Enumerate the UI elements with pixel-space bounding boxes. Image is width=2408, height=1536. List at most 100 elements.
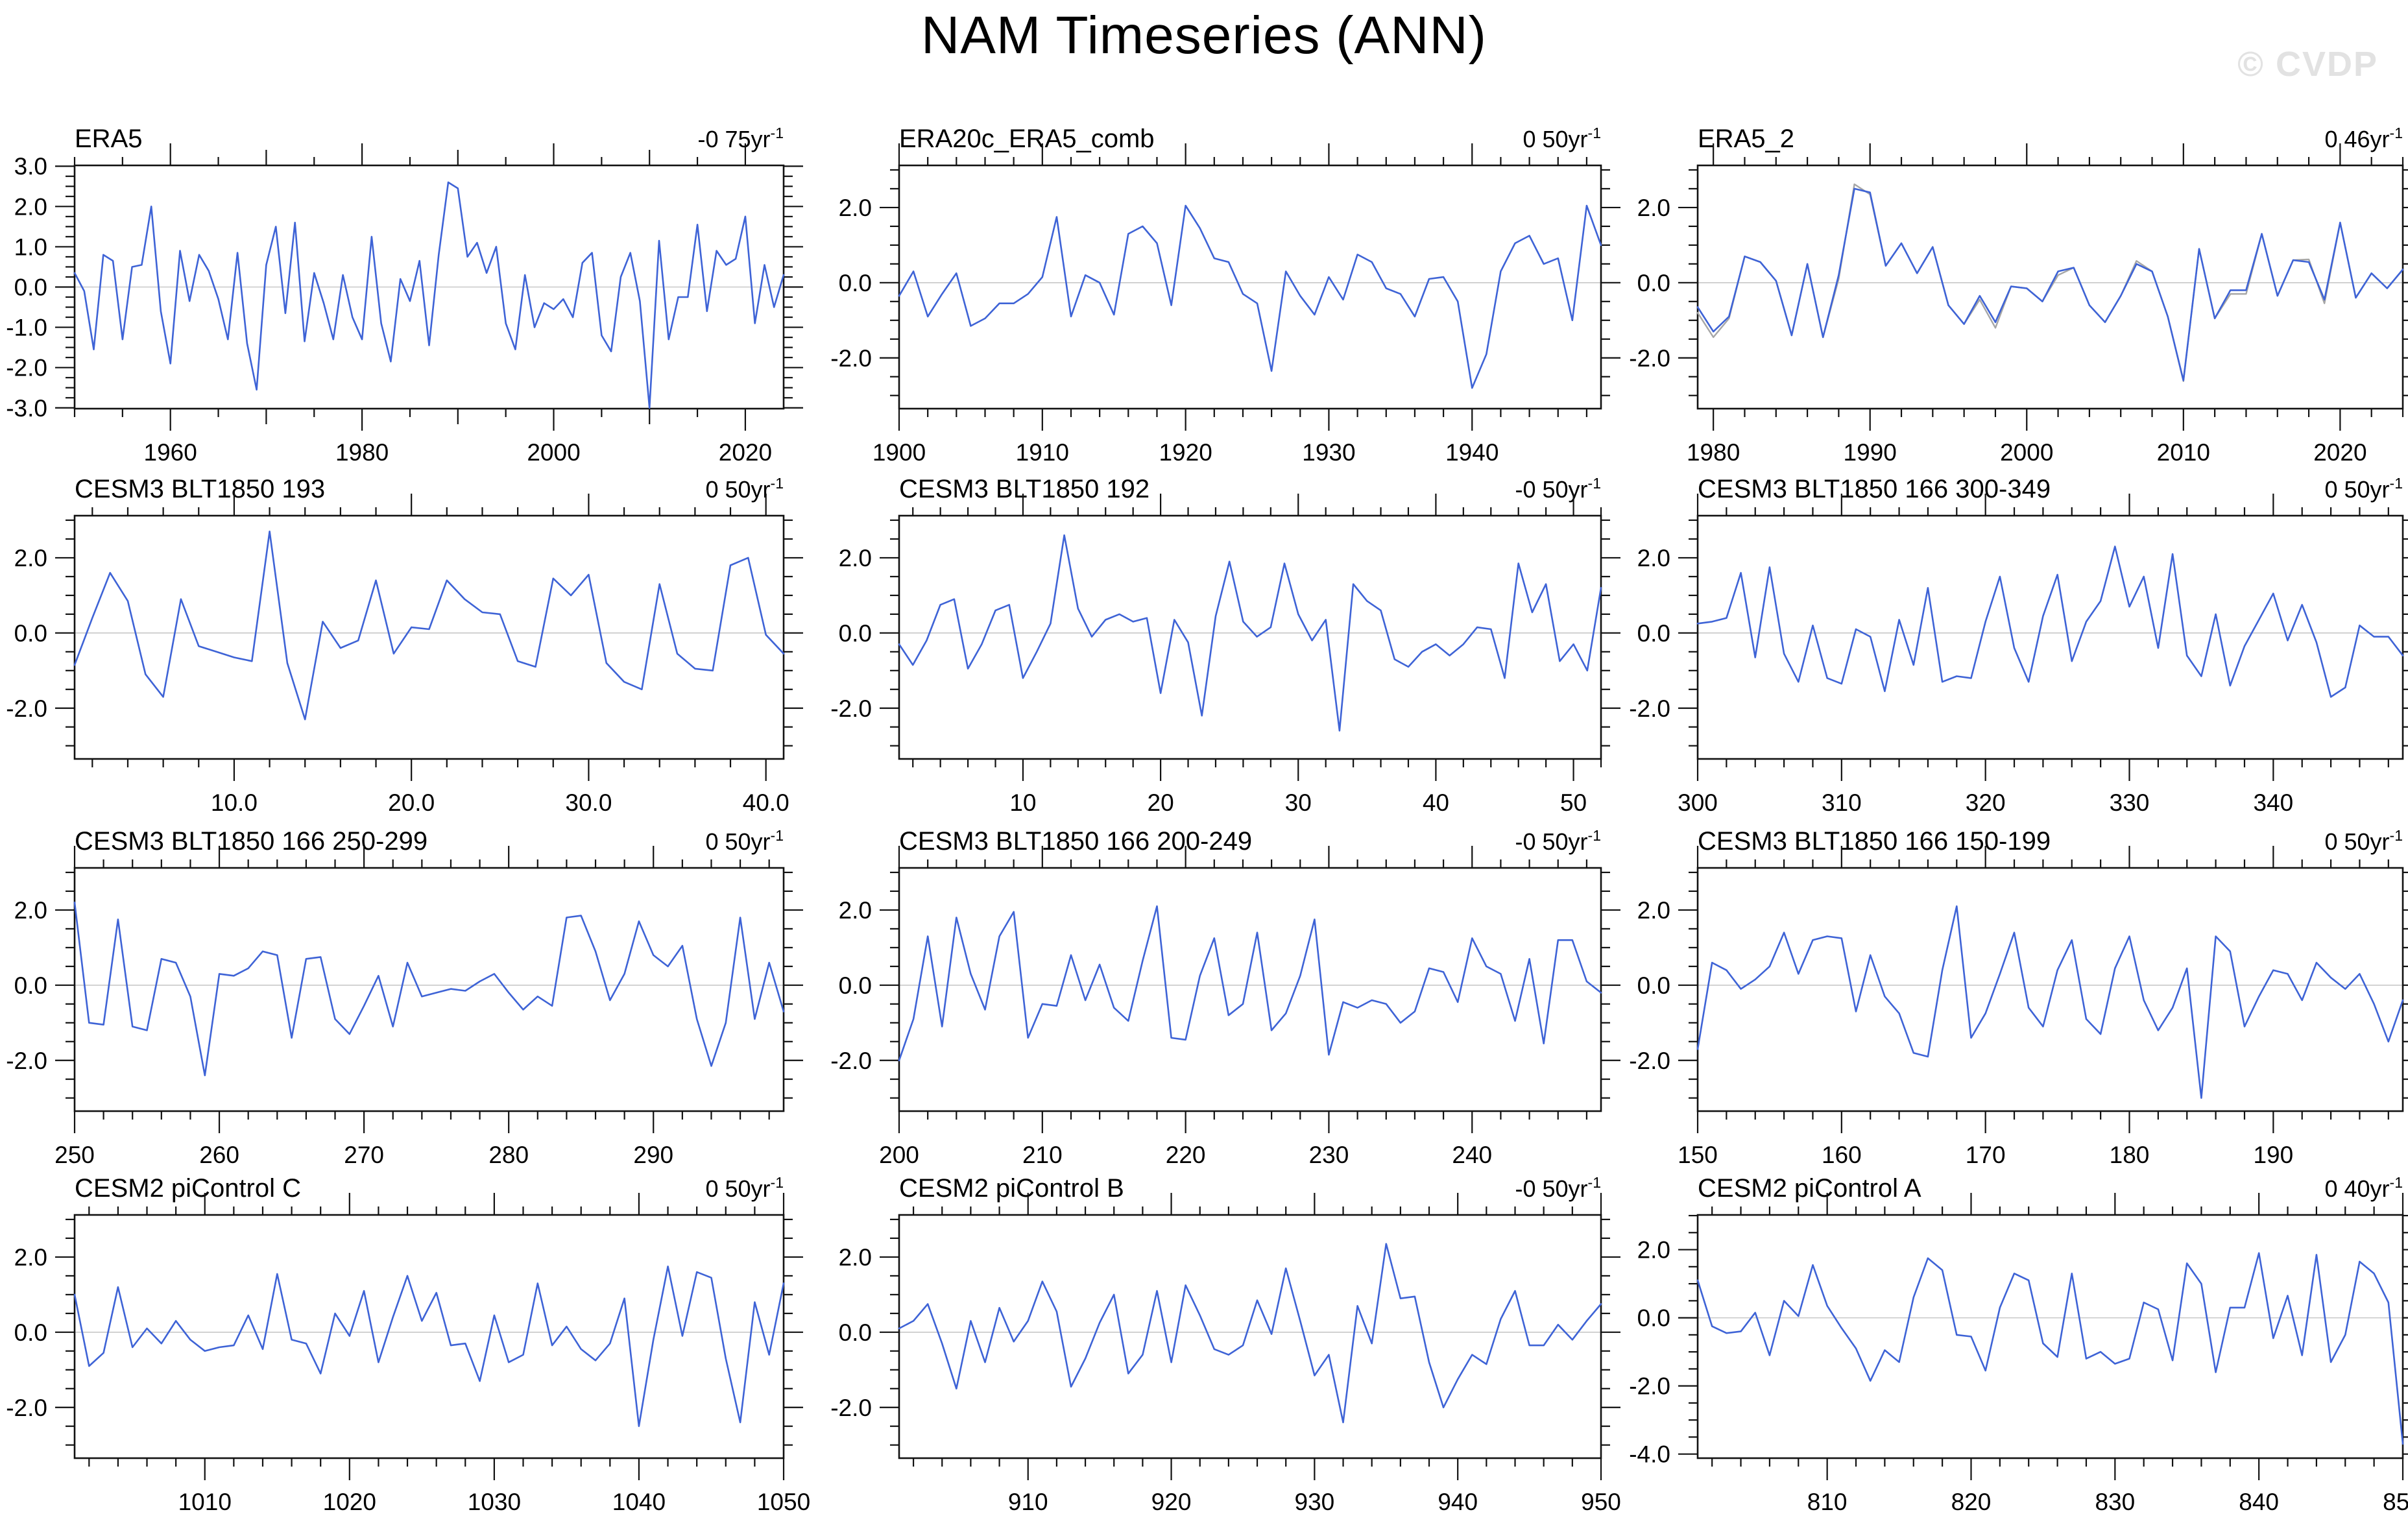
plot-frame xyxy=(1696,514,2404,760)
panel-era5-2: ERA5_2 0 46yr-1 1980 1990 2000 2010 2020 2.0 0.0… xyxy=(1629,125,2408,466)
x-tick-label: 830 xyxy=(2095,1489,2135,1515)
trend-label: -0 50yr-1 xyxy=(1515,475,1602,503)
y-tick-label: 0.0 xyxy=(14,972,47,999)
panel-title: CESM2 piControl C xyxy=(75,1174,301,1203)
y-tick-label: 2.0 xyxy=(14,545,47,571)
y-tick-label: 2.0 xyxy=(839,897,872,924)
timeseries-line-primary xyxy=(1696,1252,2404,1445)
x-tick-label: 1980 xyxy=(1687,439,1740,466)
x-tick-label: 1050 xyxy=(757,1489,810,1515)
y-tick-label: 2.0 xyxy=(14,193,47,220)
panel-cesm3-blt1850-166-150-199: CESM3 BLT1850 166 150-199 0 50yr-1 150 160 1… xyxy=(1629,827,2408,1168)
y-tick-label: 0.0 xyxy=(14,274,47,301)
plot-frame xyxy=(898,514,1602,760)
panel-title: CESM3 BLT1850 192 xyxy=(899,475,1150,503)
x-tick-label: 210 xyxy=(1022,1142,1063,1168)
trend-label: 0 50yr-1 xyxy=(1523,125,1601,152)
trend-label: -0 75yr-1 xyxy=(698,125,784,152)
trend-label: 0 50yr-1 xyxy=(705,475,784,503)
x-tick-label: 2020 xyxy=(719,439,772,466)
panel-cesm3-blt1850-193: CESM3 BLT1850 193 0 50yr-1 10.0 20.0 30.0 40.… xyxy=(6,475,803,816)
trend-label: 0 50yr-1 xyxy=(705,1174,784,1202)
x-tick-label: 1010 xyxy=(178,1489,232,1515)
y-tick-label: -3.0 xyxy=(6,395,47,422)
x-tick-label: 300 xyxy=(1678,789,1718,816)
x-tick-label: 270 xyxy=(344,1142,384,1168)
y-tick-label: -2.0 xyxy=(1629,695,1670,722)
panel-title: CESM3 BLT1850 193 xyxy=(75,475,325,503)
panel-title: CESM3 BLT1850 166 250-299 xyxy=(75,827,427,856)
plot-frame xyxy=(1696,1214,2404,1459)
timeseries-line-primary xyxy=(73,1266,785,1428)
x-tick-label: 200 xyxy=(879,1142,919,1168)
x-tick-label: 920 xyxy=(1151,1489,1192,1515)
y-tick-label: 2.0 xyxy=(1637,545,1670,571)
x-tick-label: 1020 xyxy=(323,1489,376,1515)
x-tick-label: 340 xyxy=(2253,789,2293,816)
plot-frame xyxy=(73,867,785,1112)
trend-label: -0 50yr-1 xyxy=(1515,827,1602,855)
panel-cesm3-blt1850-192: CESM3 BLT1850 192 -0 50yr-1 10 20 30 40 50 2.0 0… xyxy=(830,475,1620,816)
plot-frame xyxy=(1696,867,2404,1112)
x-tick-label: 1960 xyxy=(144,439,197,466)
x-tick-label: 1910 xyxy=(1016,439,1069,466)
y-tick-label: 2.0 xyxy=(1637,1237,1670,1264)
x-tick-label: 1980 xyxy=(335,439,389,466)
trend-label: 0 50yr-1 xyxy=(2324,475,2403,503)
panel-title: CESM2 piControl B xyxy=(899,1174,1124,1203)
y-tick-label: 2.0 xyxy=(1637,897,1670,924)
y-tick-label: 2.0 xyxy=(839,545,872,571)
y-tick-label: -4.0 xyxy=(1629,1441,1670,1468)
x-tick-label: 1920 xyxy=(1159,439,1212,466)
panel-cesm2-picontrol-c: CESM2 piControl C 0 50yr-1 1010 1020 1030 104… xyxy=(6,1174,810,1515)
x-tick-label: 230 xyxy=(1309,1142,1349,1168)
x-tick-label: 260 xyxy=(199,1142,239,1168)
x-tick-label: 1030 xyxy=(468,1489,521,1515)
y-tick-label: 1.0 xyxy=(14,234,47,260)
y-tick-label: 0.0 xyxy=(1637,972,1670,999)
x-tick-label: 1040 xyxy=(612,1489,666,1515)
y-tick-label: 0.0 xyxy=(839,620,872,647)
panel-title: CESM3 BLT1850 166 200-249 xyxy=(899,827,1252,856)
timeseries-line-primary xyxy=(73,902,785,1077)
x-tick-label: 2000 xyxy=(527,439,580,466)
y-tick-label: 2.0 xyxy=(839,195,872,221)
panel-title: CESM3 BLT1850 166 150-199 xyxy=(1698,827,2051,856)
x-tick-label: 910 xyxy=(1008,1489,1048,1515)
x-tick-label: 810 xyxy=(1807,1489,1848,1515)
panel-title: ERA5_2 xyxy=(1698,125,1794,153)
y-tick-label: 0.0 xyxy=(839,972,872,999)
timeseries-line-primary xyxy=(73,181,785,409)
x-tick-label: 310 xyxy=(1822,789,1862,816)
x-tick-label: 950 xyxy=(1581,1489,1621,1515)
y-tick-label: -1.0 xyxy=(6,315,47,341)
plot-frame xyxy=(1696,164,2404,410)
y-tick-label: -2.0 xyxy=(1629,345,1670,372)
x-tick-label: 1940 xyxy=(1445,439,1499,466)
x-tick-label: 250 xyxy=(54,1142,95,1168)
x-tick-label: 2000 xyxy=(2000,439,2053,466)
x-tick-label: 160 xyxy=(1822,1142,1862,1168)
x-tick-label: 40 xyxy=(1423,789,1449,816)
panel-era20c-era5-comb: ERA20c_ERA5_comb 0 50yr-1 1900 1910 1920 1930… xyxy=(830,125,1620,466)
x-tick-label: 290 xyxy=(633,1142,673,1168)
panel-era5: ERA5 -0 75yr-1 1960 1980 2000 2020 3.0 2.0 1.0 0.… xyxy=(6,125,803,466)
x-tick-label: 820 xyxy=(1951,1489,1992,1515)
y-tick-label: -2.0 xyxy=(1629,1048,1670,1074)
panel-title: CESM3 BLT1850 166 300-349 xyxy=(1698,475,2051,503)
y-tick-label: 2.0 xyxy=(14,1244,47,1271)
x-tick-label: 10.0 xyxy=(211,789,258,816)
trend-label: 0 40yr-1 xyxy=(2324,1174,2403,1202)
x-tick-label: 170 xyxy=(1966,1142,2006,1168)
panel-cesm3-blt1850-166-200-249: CESM3 BLT1850 166 200-249 -0 50yr-1 200 210… xyxy=(830,827,1620,1168)
y-tick-label: 0.0 xyxy=(1637,620,1670,647)
x-tick-label: 850 xyxy=(2383,1489,2408,1515)
y-tick-label: 2.0 xyxy=(839,1244,872,1271)
x-tick-label: 1990 xyxy=(1844,439,1897,466)
plot-frame xyxy=(898,164,1602,410)
x-tick-label: 20.0 xyxy=(388,789,435,816)
timeseries-line-primary xyxy=(898,534,1602,732)
timeseries-line-primary xyxy=(898,905,1602,1062)
plot-frame xyxy=(73,514,785,760)
